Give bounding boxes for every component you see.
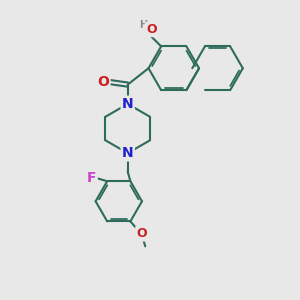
- Text: N: N: [122, 97, 134, 111]
- Text: O: O: [98, 75, 109, 88]
- Text: N: N: [122, 146, 134, 160]
- Text: O: O: [136, 227, 147, 240]
- Text: F: F: [87, 171, 97, 185]
- Text: O: O: [146, 23, 157, 36]
- Text: H: H: [139, 20, 147, 30]
